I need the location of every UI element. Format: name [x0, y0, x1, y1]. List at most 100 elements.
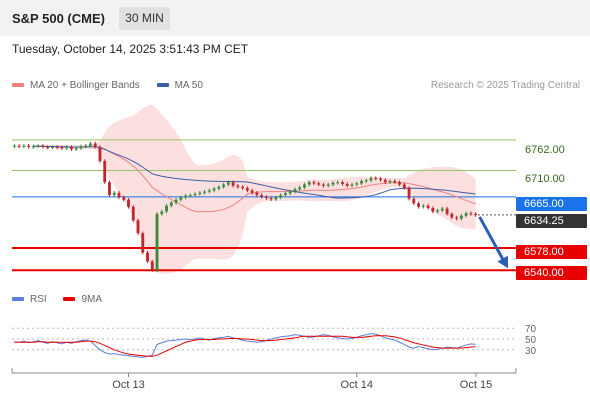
candle	[412, 196, 416, 206]
candle	[336, 180, 340, 185]
candle	[108, 180, 111, 197]
candle	[98, 145, 102, 163]
candle	[440, 206, 444, 213]
candle	[112, 191, 116, 197]
candle	[117, 191, 121, 200]
candle	[127, 198, 130, 209]
candle	[31, 144, 35, 149]
candle	[317, 181, 321, 187]
legend-ma50-label: MA 50	[174, 80, 203, 91]
candle	[46, 145, 50, 150]
candle	[12, 144, 16, 149]
candle	[41, 144, 45, 149]
candle	[70, 145, 73, 152]
support-1-tag: 6578.00	[516, 245, 587, 259]
legend-rsi-ma: 9MA	[63, 294, 102, 305]
legend-bollinger-label: MA 20 + Bollinger Bands	[30, 80, 140, 91]
candle	[84, 144, 88, 149]
candle	[469, 211, 473, 216]
candle	[293, 187, 297, 194]
candle	[203, 189, 207, 195]
candle	[103, 159, 107, 184]
candle	[260, 193, 264, 199]
candle	[160, 209, 164, 216]
x-axis: Oct 13 Oct 14 Oct 15	[11, 368, 517, 391]
candle	[55, 145, 59, 150]
rsi-axis-label: 70	[525, 324, 537, 335]
candle	[122, 195, 126, 202]
instrument-title: S&P 500 (CME)	[12, 11, 105, 26]
pivot-tag: 6665.00	[516, 197, 587, 211]
candle	[74, 146, 78, 152]
candle	[136, 218, 140, 236]
rsi-swatch-icon	[12, 297, 24, 302]
rsi-line	[14, 333, 476, 358]
candle	[459, 213, 463, 221]
bollinger-swatch-icon	[12, 83, 24, 88]
candle	[388, 179, 392, 184]
candle	[264, 195, 268, 200]
candle	[369, 176, 373, 183]
candle	[303, 182, 306, 190]
candle	[455, 215, 459, 221]
candle	[174, 198, 178, 205]
candle	[193, 192, 197, 197]
candle	[364, 178, 368, 183]
candle	[226, 180, 230, 187]
candle	[184, 193, 187, 200]
candle	[231, 180, 235, 188]
candle	[436, 208, 440, 214]
candle	[417, 201, 420, 209]
candle	[402, 182, 406, 190]
resistance-2-label: 6762.00	[525, 144, 565, 156]
resistance-1-label: 6710.00	[525, 173, 565, 185]
candle	[464, 211, 468, 218]
credit-text: Research © 2025 Trading Central	[430, 80, 580, 91]
rsi-axis-label: 30	[525, 346, 537, 357]
level-lines	[12, 139, 516, 272]
candle	[431, 206, 435, 214]
candle	[89, 141, 92, 148]
candle	[22, 144, 26, 149]
candle	[322, 182, 325, 188]
candle	[169, 200, 173, 208]
candle	[379, 176, 382, 182]
price-legend: MA 20 + Bollinger Bands MA 50	[12, 80, 217, 91]
x-axis-label: Oct 15	[460, 379, 492, 391]
candle	[474, 212, 478, 217]
candle	[341, 180, 344, 186]
candle	[269, 196, 273, 201]
candle	[421, 203, 425, 209]
candle	[450, 212, 454, 220]
candle	[374, 176, 378, 181]
candle	[298, 185, 302, 191]
candle	[155, 212, 159, 273]
candle	[288, 189, 292, 196]
candles	[12, 141, 478, 273]
legend-rsi: RSI	[12, 294, 47, 305]
chart-header: S&P 500 (CME) 30 MIN	[0, 0, 590, 36]
rsi-ma-swatch-icon	[63, 297, 76, 302]
candle	[326, 182, 330, 188]
current-price-tag: 6634.25	[516, 214, 587, 228]
candle	[165, 203, 168, 214]
candle	[445, 206, 449, 216]
candle	[331, 181, 335, 187]
legend-bollinger: MA 20 + Bollinger Bands	[12, 80, 140, 91]
candle	[283, 191, 287, 197]
candle	[255, 191, 259, 197]
rsi-ma-line	[14, 335, 476, 357]
ma50-swatch-icon	[156, 83, 169, 88]
candle	[17, 144, 21, 149]
candle	[188, 193, 192, 198]
candle	[207, 188, 211, 194]
rsi-legend: RSI 9MA	[12, 294, 116, 305]
candle	[65, 145, 69, 150]
timestamp: Tuesday, October 14, 2025 3:51:43 PM CET	[12, 42, 249, 56]
timeframe-button[interactable]: 30 MIN	[119, 7, 170, 30]
candle	[150, 259, 154, 273]
candle	[274, 195, 278, 201]
candle	[393, 179, 397, 184]
